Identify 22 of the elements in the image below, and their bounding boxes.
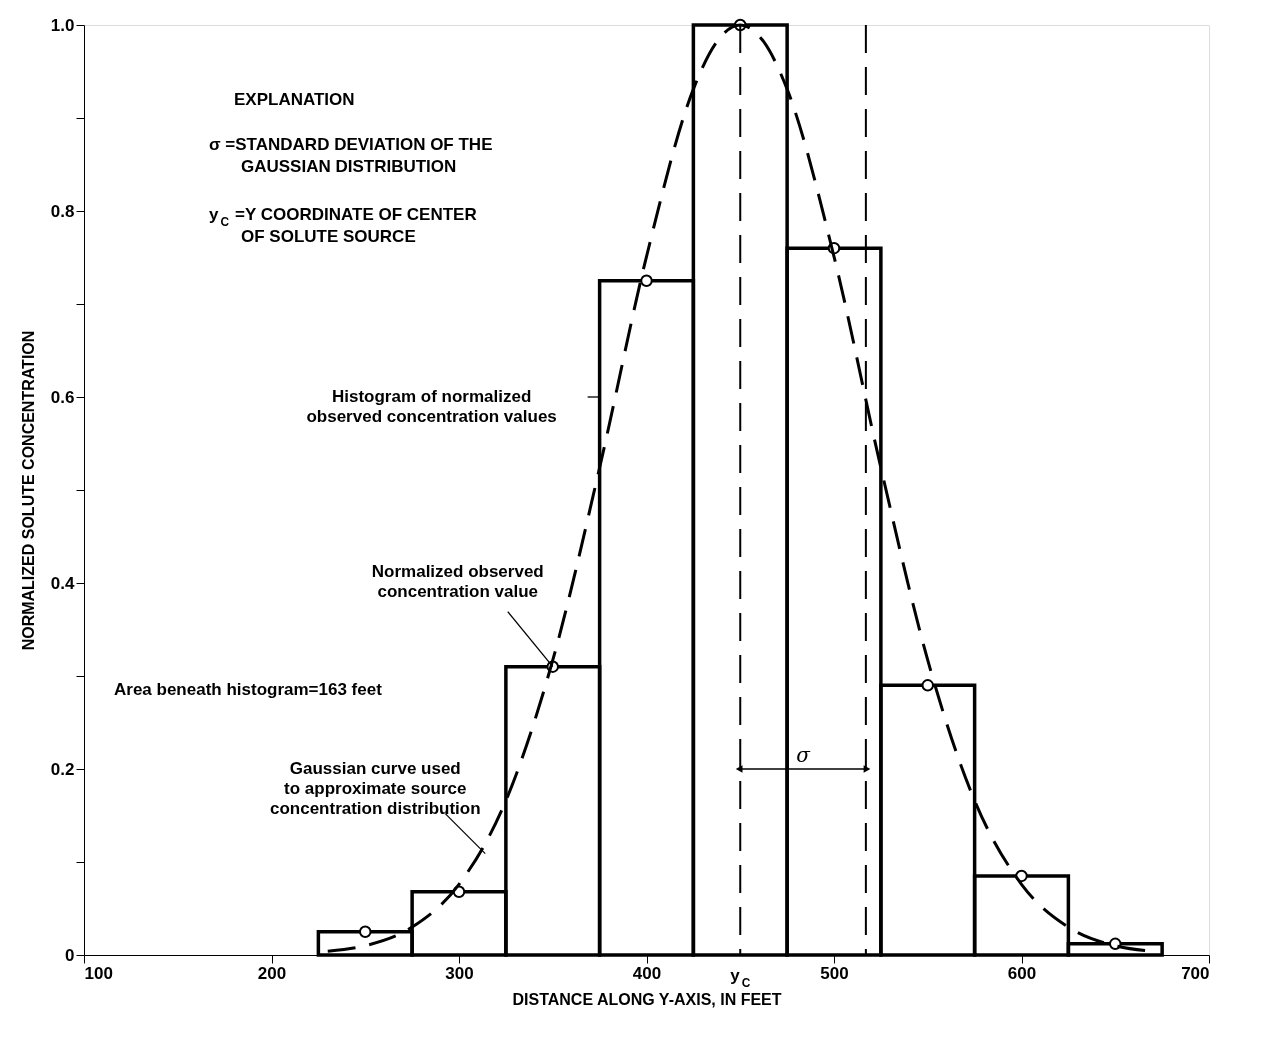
x-tick-label: 300: [445, 963, 474, 983]
annotation: Gaussian curve used to approximate source concentration distribution: [269, 758, 481, 818]
y-tick-label: 0.6: [50, 387, 75, 407]
annotation: Normalized observed concentration value: [371, 561, 544, 601]
y-tick-label: 0.4: [50, 573, 76, 593]
ref-line-label: σ: [796, 743, 812, 767]
annotation: Histogram of normalized observed concentration values: [306, 387, 557, 426]
y-tick-label: 0.2: [50, 759, 75, 779]
y-tick-label: 0: [65, 945, 75, 965]
annotation: EXPLANATION: [234, 90, 355, 109]
x-tick-label: 700: [1181, 963, 1210, 983]
annotation: Area beneath histogram=163 feet: [114, 680, 383, 699]
y-axis-title: NORMALIZED SOLUTE CONCENTRATION: [19, 330, 37, 651]
x-tick-label: 600: [1007, 963, 1037, 983]
x-tick-label: 200: [257, 963, 287, 983]
x-tick-label: 100: [84, 963, 113, 983]
y-tick-label: 1.0: [50, 15, 75, 35]
x-tick-label: 500: [820, 963, 849, 983]
x-axis-title: DISTANCE ALONG Y-AXIS, IN FEET: [512, 990, 782, 1008]
y-tick-label: 0.8: [50, 201, 75, 221]
x-tick-label: 400: [632, 963, 662, 983]
annotation: σ =STANDARD DEVIATION OF THE GAUSSIAN DISTRIBUTION: [209, 135, 493, 176]
